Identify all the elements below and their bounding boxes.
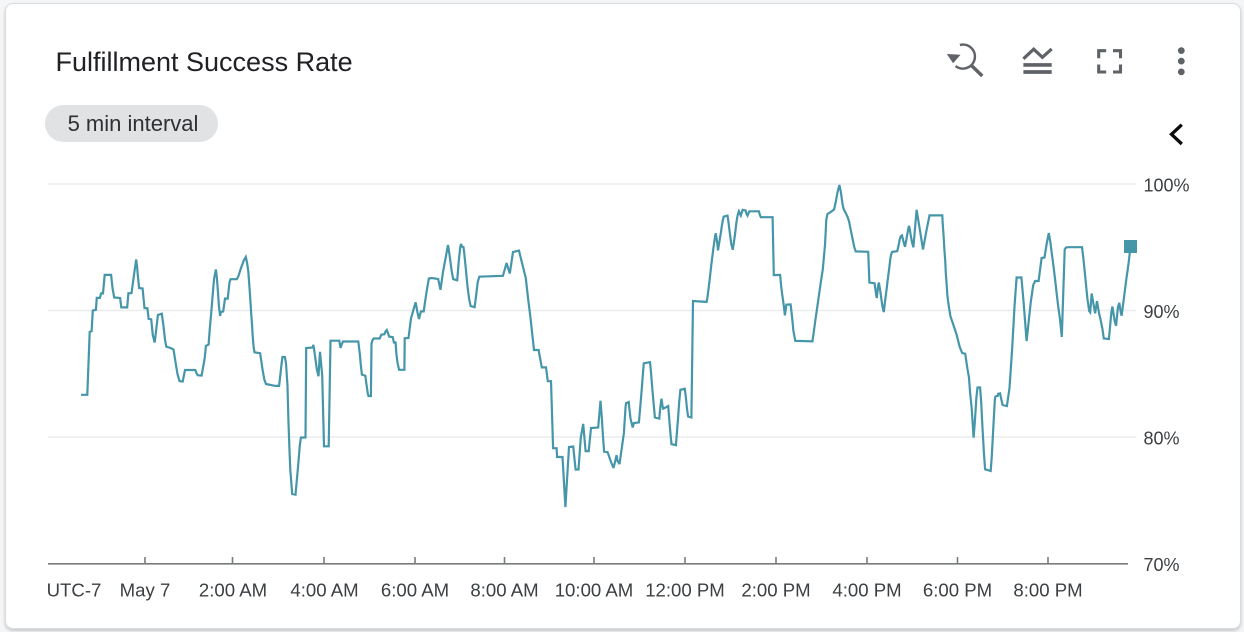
svg-text:6:00 AM: 6:00 AM	[381, 580, 449, 601]
svg-text:70%: 70%	[1144, 555, 1180, 575]
svg-text:10:00 AM: 10:00 AM	[555, 580, 634, 601]
svg-text:2:00 PM: 2:00 PM	[741, 580, 810, 601]
svg-text:8:00 AM: 8:00 AM	[470, 580, 538, 601]
svg-text:May 7: May 7	[120, 580, 171, 601]
svg-text:UTC-7: UTC-7	[47, 580, 102, 601]
svg-text:2:00 AM: 2:00 AM	[199, 580, 267, 601]
svg-text:90%: 90%	[1144, 302, 1180, 322]
svg-text:100%: 100%	[1144, 176, 1190, 196]
svg-text:8:00 PM: 8:00 PM	[1013, 580, 1082, 601]
svg-text:6:00 PM: 6:00 PM	[923, 580, 992, 601]
svg-text:80%: 80%	[1144, 429, 1180, 449]
svg-text:12:00 PM: 12:00 PM	[645, 580, 725, 601]
svg-text:4:00 PM: 4:00 PM	[832, 580, 901, 601]
svg-text:4:00 AM: 4:00 AM	[290, 580, 358, 601]
